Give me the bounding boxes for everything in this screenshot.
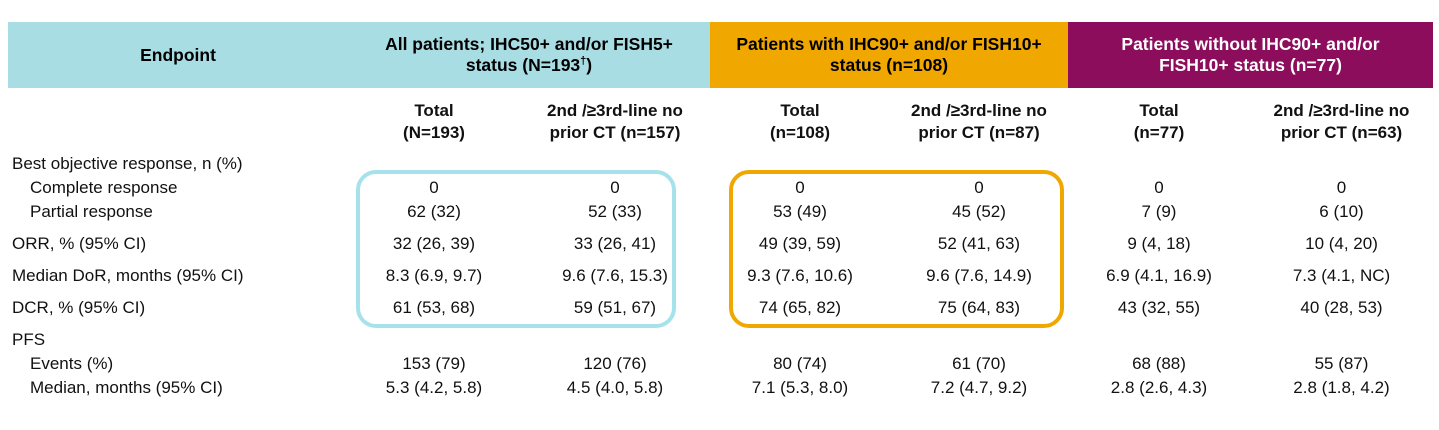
value-cell: 0 [1154,178,1164,197]
value-cell: 7.1 (5.3, 8.0) [751,378,849,397]
value-cell: 74 (65, 82) [758,298,842,317]
value-cell: 62 (32) [407,202,461,221]
value-cell: 33 (26, 41) [573,234,657,253]
row-label: Median DoR, months (95% CI) [12,266,244,285]
value-cell: 4.5 (4.0, 5.8) [566,378,664,397]
table-body: Best objective response, n (%) Complete r… [0,152,1439,400]
row-label: Median, months (95% CI) [30,378,223,397]
column-subheader: Total (N=193) [403,101,465,142]
group1-title: All patients; IHC50+ and/or FISH5+ statu… [385,34,673,75]
table-row: DCR, % (95% CI) 61 (53, 68) 59 (51, 67) 74 … [8,296,1439,320]
value-cell: 55 (87) [1314,354,1369,373]
value-cell: 0 [974,178,984,197]
value-cell: 52 (41, 63) [937,234,1021,253]
row-label: DCR, % (95% CI) [12,298,146,317]
subheader-row: Total (N=193) 2nd /≥3rd-line no prior CT (n… [8,100,1439,144]
value-cell: 61 (70) [952,354,1006,373]
table-row: Best objective response, n (%) [8,152,1439,176]
value-cell: 5.3 (4.2, 5.8) [385,378,483,397]
value-cell: 153 (79) [402,354,466,373]
value-cell: 49 (39, 59) [758,234,842,253]
value-cell: 0 [429,178,439,197]
group3-title: Patients without IHC90+ and/or FISH10+ s… [1121,34,1380,75]
value-cell: 59 (51, 67) [573,298,657,317]
column-subheader: 2nd /≥3rd-line no prior CT (n=63) [1273,101,1410,142]
value-cell: 53 (49) [773,202,827,221]
group-header-without-ihc90: Patients without IHC90+ and/or FISH10+ s… [1068,22,1433,88]
row-label: Partial response [30,202,153,221]
value-cell: 8.3 (6.9, 9.7) [385,266,483,285]
table-row: PFS [8,328,1439,352]
header-band: Endpoint All patients; IHC50+ and/or FIS… [8,22,1439,88]
row-label: Best objective response, n (%) [12,154,243,173]
row-label: PFS [12,330,46,349]
dagger-footnote-marker: † [580,55,587,68]
group-header-with-ihc90: Patients with IHC90+ and/or FISH10+ stat… [710,22,1068,88]
value-cell: 0 [1336,178,1347,197]
value-cell: 6 (10) [1319,202,1364,221]
value-cell: 0 [795,178,805,197]
value-cell: 9 (4, 18) [1127,234,1191,253]
value-cell: 61 (53, 68) [392,298,476,317]
value-cell: 43 (32, 55) [1117,298,1201,317]
value-cell: 0 [610,178,620,197]
value-cell: 2.8 (2.6, 4.3) [1110,378,1208,397]
value-cell: 7.3 (4.1, NC) [1292,266,1391,285]
value-cell: 45 (52) [952,202,1006,221]
table-row: Partial response 62 (32) 52 (33) 53 (49) 45 … [8,200,1439,224]
value-cell: 40 (28, 53) [1300,298,1383,317]
value-cell: 7 (9) [1141,202,1177,221]
group2-title: Patients with IHC90+ and/or FISH10+ stat… [736,34,1042,75]
subheader-spacer [8,100,348,144]
column-subheader: 2nd /≥3rd-line no prior CT (n=87) [911,101,1047,142]
table-row: ORR, % (95% CI) 32 (26, 39) 33 (26, 41) 49 … [8,232,1439,256]
value-cell: 68 (88) [1132,354,1186,373]
table-row: Median, months (95% CI) 5.3 (4.2, 5.8) 4.5… [8,376,1439,400]
value-cell: 75 (64, 83) [937,298,1021,317]
table-row: Events (%) 153 (79) 120 (76) 80 (74) 61 (70)… [8,352,1439,376]
table-row: Complete response 0 0 0 0 0 0 [8,176,1439,200]
column-subheader: Total (n=77) [1133,101,1185,142]
row-label: Events (%) [30,354,114,373]
table-row: Median DoR, months (95% CI) 8.3 (6.9, 9.7… [8,264,1439,288]
value-cell: 120 (76) [583,354,647,373]
value-cell: 6.9 (4.1, 16.9) [1106,266,1212,285]
column-subheader: 2nd /≥3rd-line no prior CT (n=157) [547,101,683,142]
value-cell: 9.3 (7.6, 10.6) [747,266,853,285]
value-cell: 80 (74) [773,354,827,373]
row-label: ORR, % (95% CI) [12,234,147,253]
column-subheader: Total (n=108) [770,101,830,142]
row-label: Complete response [30,178,178,197]
value-cell: 9.6 (7.6, 14.9) [926,266,1032,285]
value-cell: 9.6 (7.6, 15.3) [562,266,668,285]
endpoint-column-header: Endpoint [8,22,348,88]
value-cell: 7.2 (4.7, 9.2) [930,378,1028,397]
endpoint-header-label: Endpoint [140,44,216,65]
value-cell: 2.8 (1.8, 4.2) [1293,378,1390,397]
value-cell: 32 (26, 39) [392,234,476,253]
value-cell: 10 (4, 20) [1305,234,1378,253]
value-cell: 52 (33) [588,202,642,221]
group-header-all-patients: All patients; IHC50+ and/or FISH5+ statu… [348,22,710,88]
